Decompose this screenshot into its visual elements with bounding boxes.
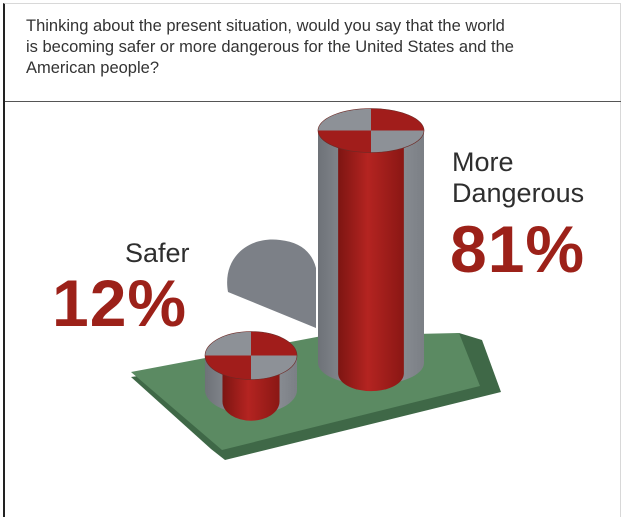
category-label-more-dangerous-line-1: More xyxy=(452,147,514,177)
bar-more-dangerous xyxy=(317,108,425,392)
category-label-safer-text: Safer xyxy=(125,238,190,268)
bar-more-dangerous-front xyxy=(338,141,404,392)
question-line-3: American people? xyxy=(26,59,159,77)
bar-safer-cap xyxy=(204,331,298,380)
header-divider xyxy=(5,101,621,102)
bar-more-dangerous-cap-segment xyxy=(318,130,371,153)
question-text: Thinking about the present situation, wo… xyxy=(26,16,606,79)
question-line-2: is becoming safer or more dangerous for … xyxy=(26,38,514,56)
bar-safer-cap-outline xyxy=(204,331,298,380)
category-label-more-dangerous-line-2: Dangerous xyxy=(452,178,585,208)
bar-safer-cap-segment xyxy=(251,355,297,380)
bar-more-dangerous-cap xyxy=(317,108,425,153)
bar-more-dangerous-cap-segment xyxy=(371,108,424,131)
bar-safer-cap-segment xyxy=(251,331,297,356)
chart-base-platform xyxy=(131,333,501,460)
bars-group xyxy=(204,108,425,421)
tall-cylinder-shadow xyxy=(227,239,316,328)
category-label-more-dangerous: More Dangerous xyxy=(452,147,602,209)
bar-more-dangerous-cap-outline xyxy=(317,108,425,153)
value-label-more-dangerous: 81% xyxy=(450,212,586,286)
bar-safer-cap-segment xyxy=(205,331,251,356)
value-label-safer: 12% xyxy=(52,266,188,340)
bar-more-dangerous-cap-segment xyxy=(371,130,424,153)
bar-safer xyxy=(204,331,298,421)
bar-more-dangerous-cap-segment xyxy=(318,108,371,131)
category-label-safer: Safer xyxy=(125,238,190,269)
bar-safer-front xyxy=(222,367,280,421)
question-line-1: Thinking about the present situation, wo… xyxy=(26,17,505,35)
bar-safer-cap-segment xyxy=(205,355,251,380)
